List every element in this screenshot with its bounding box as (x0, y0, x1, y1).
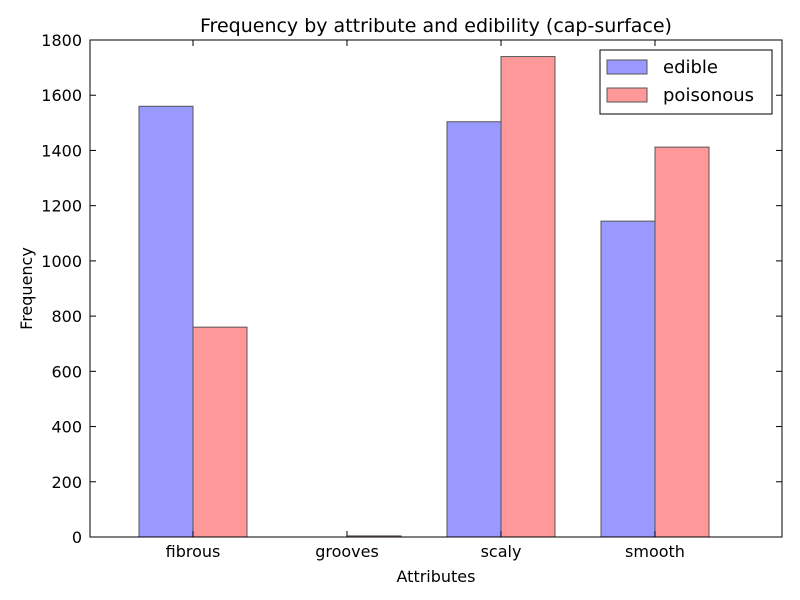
bar-edible-scaly (446, 121, 502, 538)
y-tick-label-1000: 1000 (41, 252, 82, 271)
bar-edible-smooth (600, 220, 656, 538)
y-tick-label-1600: 1600 (41, 86, 82, 105)
y-axis-title: Frequency (17, 247, 36, 330)
bars-layer (138, 56, 710, 538)
bar-poisonous-scaly (500, 56, 556, 538)
x-tick-label-smooth: smooth (625, 542, 685, 561)
legend-swatch-edible (606, 59, 648, 75)
plot-frame (89, 39, 783, 538)
y-tick-label-0: 0 (72, 528, 82, 547)
chart-title: Frequency by attribute and edibility (ca… (200, 15, 672, 37)
y-tick-label-1400: 1400 (41, 141, 82, 160)
legend-swatch-poisonous (606, 87, 648, 103)
legend-label-poisonous: poisonous (663, 85, 754, 106)
x-tick-label-grooves: grooves (315, 542, 379, 561)
legend: edible poisonous (599, 49, 773, 115)
y-tick-label-800: 800 (51, 307, 82, 326)
legend-label-edible: edible (663, 57, 718, 78)
y-tick-label-400: 400 (51, 418, 82, 437)
y-tick-label-1200: 1200 (41, 197, 82, 216)
y-tick-label-600: 600 (51, 362, 82, 381)
y-tick-label-1800: 1800 (41, 31, 82, 50)
x-tick-label-scaly: scaly (481, 542, 522, 561)
x-tick-label-fibrous: fibrous (166, 542, 221, 561)
bar-edible-fibrous (138, 105, 194, 538)
x-axis-title: Attributes (397, 567, 476, 586)
bar-poisonous-smooth (654, 146, 710, 538)
y-tick-label-200: 200 (51, 473, 82, 492)
bar-poisonous-fibrous (192, 326, 248, 538)
ticks-layer: 0 200 400 600 800 1000 1200 1400 1600 1800 fibrous… (41, 31, 782, 561)
